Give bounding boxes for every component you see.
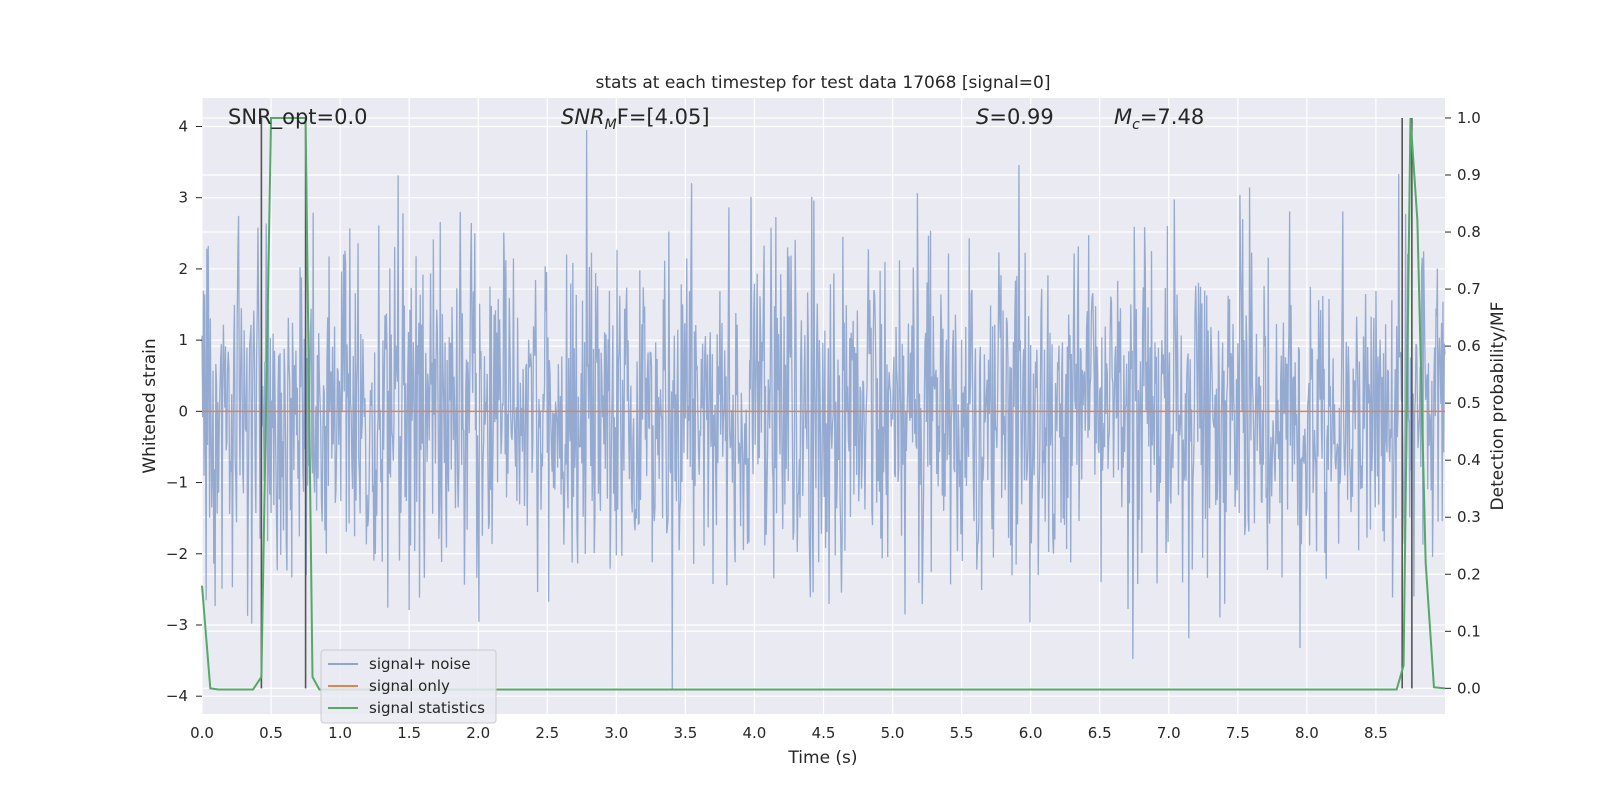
x-tick-label: 8.0 <box>1295 724 1319 742</box>
y-right-tick-label: 0.3 <box>1457 508 1481 526</box>
mc-sub: c <box>1132 117 1140 133</box>
x-tick-label: 7.0 <box>1157 724 1181 742</box>
mc-annotation: Mc=7.48 <box>1114 105 1204 133</box>
s-rest: =0.99 <box>989 105 1053 129</box>
x-axis-label: Time (s) <box>787 748 857 768</box>
mc-rest: =7.48 <box>1140 105 1204 129</box>
y-axis-ticks: 4 3 2 1 0 −1 −2 −3 −4 <box>166 117 202 705</box>
y-right-tick-label: 0.6 <box>1457 337 1481 355</box>
y-right-tick-label: 0.9 <box>1457 166 1481 184</box>
y-tick-label: 0 <box>178 402 188 420</box>
y-right-tick-label: 1.0 <box>1457 109 1481 127</box>
x-tick-label: 4.5 <box>812 724 836 742</box>
x-tick-label: 2.0 <box>466 724 490 742</box>
x-tick-label: 5.5 <box>950 724 974 742</box>
y-right-tick-label: 0.2 <box>1457 565 1481 583</box>
y-tick-label: 4 <box>178 117 188 135</box>
legend: signal+ noise signal only signal statist… <box>320 649 497 724</box>
x-tick-label: 8.5 <box>1364 724 1388 742</box>
vertical-markers <box>260 117 1413 689</box>
y-right-tick-label: 0.5 <box>1457 394 1481 412</box>
y-tick-label: −4 <box>166 687 188 705</box>
y-right-tick-label: 0.7 <box>1457 280 1481 298</box>
x-tick-label: 0.5 <box>259 724 283 742</box>
x-tick-label: 2.5 <box>535 724 559 742</box>
y-tick-label: 2 <box>178 260 188 278</box>
y-tick-label: −1 <box>166 474 188 492</box>
s-main: S <box>976 105 989 129</box>
x-tick-label: 4.0 <box>743 724 767 742</box>
series-line-signal-statistics <box>201 116 1446 691</box>
snr-opt-annotation: SNR_opt=0.0 <box>228 105 368 130</box>
y-right-tick-label: 0.8 <box>1457 223 1481 241</box>
legend-box <box>320 649 497 724</box>
x-tick-label: 3.5 <box>673 724 697 742</box>
legend-label-signal-statistics: signal statistics <box>369 699 485 717</box>
s-annotation: S=0.99 <box>976 105 1054 129</box>
legend-label-signal-noise: signal+ noise <box>369 655 471 673</box>
x-tick-label: 1.5 <box>397 724 421 742</box>
legend-label-signal-only: signal only <box>369 677 450 695</box>
x-tick-label: 3.0 <box>604 724 628 742</box>
signal-noise-series <box>201 130 1446 690</box>
x-tick-label: 6.0 <box>1019 724 1043 742</box>
snr-mf-rest: F=[4.05] <box>617 105 710 129</box>
signal-statistics-series <box>201 116 1446 691</box>
y-right-axis-ticks: 1.0 0.9 0.8 0.7 0.6 0.5 0.4 0.3 0.2 0.1 0.0 <box>1445 109 1481 697</box>
x-tick-label: 5.0 <box>881 724 905 742</box>
chart-title: stats at each timestep for test data 170… <box>596 73 1051 93</box>
x-tick-label: 6.5 <box>1088 724 1112 742</box>
snr-mf-sub: M <box>605 117 617 133</box>
series-line-signal-noise <box>201 130 1446 690</box>
y-tick-label: −2 <box>166 545 188 563</box>
y-right-tick-label: 0.0 <box>1457 679 1481 697</box>
y-tick-label: 3 <box>178 189 188 207</box>
x-tick-label: 0.0 <box>190 724 214 742</box>
x-axis-ticks: 0.0 0.5 1.0 1.5 2.0 2.5 3.0 3.5 4.0 4.5 5.0 5.5 6.0 6… <box>190 724 1388 742</box>
y-right-tick-label: 0.4 <box>1457 451 1481 469</box>
snr-mf-annotation: SNRMF=[4.05] <box>561 105 710 133</box>
y-right-tick-label: 0.1 <box>1457 622 1481 640</box>
y-axis-label: Whitened strain <box>140 338 160 473</box>
x-tick-label: 7.5 <box>1226 724 1250 742</box>
x-tick-label: 1.0 <box>328 724 352 742</box>
mc-main: M <box>1114 105 1132 129</box>
snr-mf-main: SNR <box>561 105 605 129</box>
y-tick-label: 1 <box>178 331 188 349</box>
y-right-axis-label: Detection probability/MF <box>1488 302 1508 511</box>
y-tick-label: −3 <box>166 616 188 634</box>
